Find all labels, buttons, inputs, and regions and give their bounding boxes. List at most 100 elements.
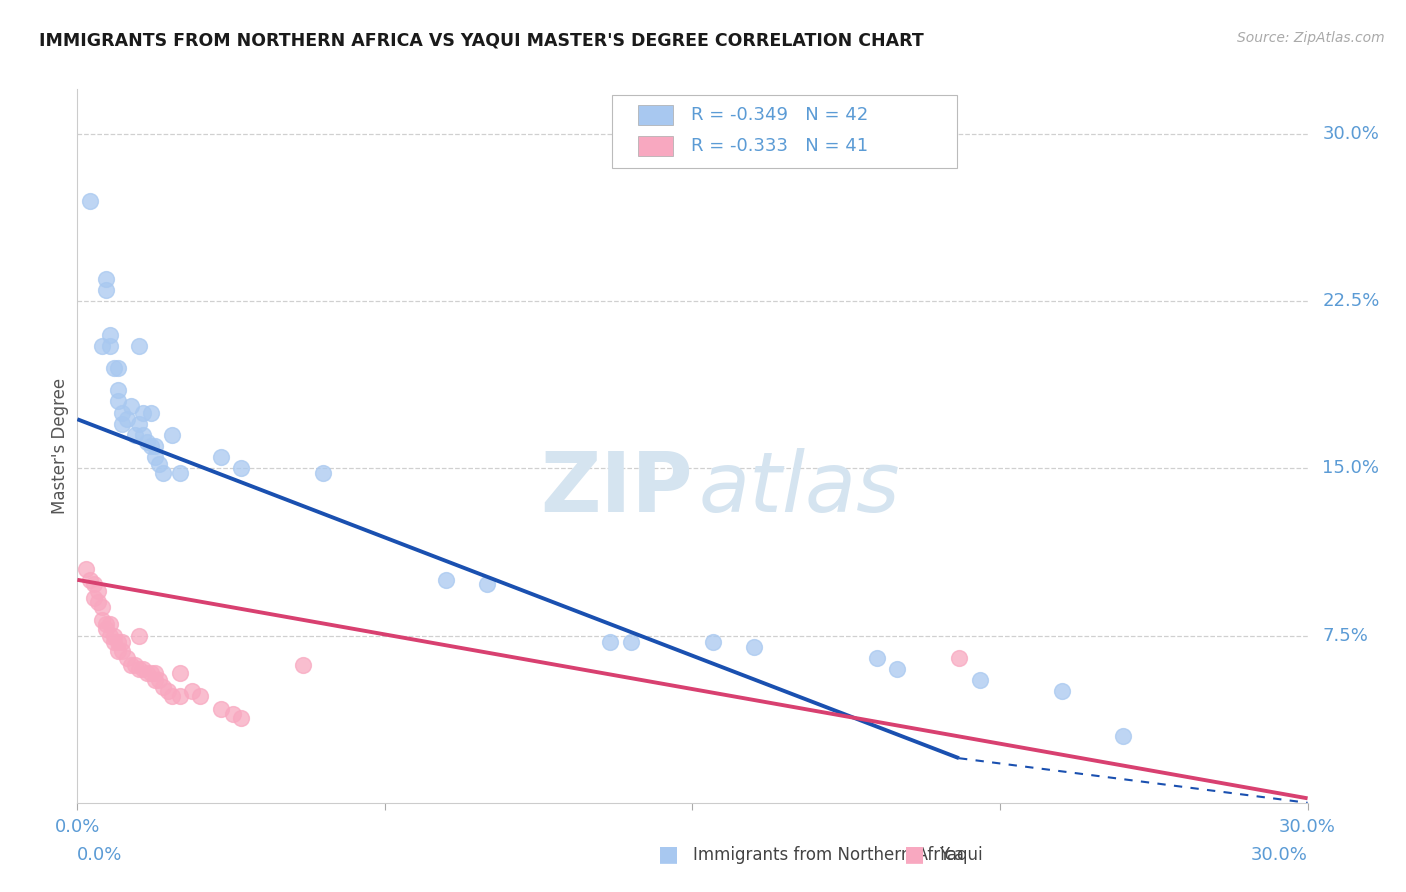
Text: 7.5%: 7.5% — [1323, 626, 1368, 645]
Point — [75, 562, 97, 576]
Point — [148, 673, 170, 687]
Point — [1050, 684, 1073, 698]
Point — [866, 651, 889, 665]
Point — [98, 628, 121, 642]
Point — [136, 666, 159, 681]
Point — [143, 450, 166, 465]
Point — [169, 666, 191, 681]
Point — [143, 673, 166, 687]
Point — [209, 702, 232, 716]
Point — [702, 635, 724, 649]
Text: Immigrants from Northern Africa: Immigrants from Northern Africa — [693, 846, 965, 863]
Point — [87, 583, 110, 598]
FancyBboxPatch shape — [638, 136, 673, 155]
Point — [141, 666, 163, 681]
Point — [83, 591, 105, 605]
Point — [128, 417, 150, 431]
Point — [111, 405, 134, 420]
Point — [209, 450, 232, 465]
Point — [160, 689, 183, 703]
Point — [181, 684, 204, 698]
Point — [98, 327, 121, 342]
Text: ■: ■ — [904, 845, 925, 864]
FancyBboxPatch shape — [638, 105, 673, 125]
Point — [79, 573, 101, 587]
Point — [90, 338, 114, 352]
Point — [98, 338, 121, 352]
Point — [222, 706, 245, 721]
Point — [107, 644, 129, 658]
Point — [115, 412, 138, 426]
Text: Yaqui: Yaqui — [939, 846, 983, 863]
Point — [107, 360, 129, 375]
Text: ZIP: ZIP — [540, 449, 693, 529]
Point — [79, 194, 101, 208]
Point — [886, 662, 908, 676]
FancyBboxPatch shape — [613, 95, 957, 168]
Point — [312, 466, 335, 480]
Point — [87, 595, 110, 609]
Point — [111, 644, 134, 658]
Point — [120, 399, 142, 413]
Point — [103, 360, 125, 375]
Point — [90, 599, 114, 614]
Point — [103, 628, 125, 642]
Point — [111, 635, 134, 649]
Point — [169, 689, 191, 703]
Text: IMMIGRANTS FROM NORTHERN AFRICA VS YAQUI MASTER'S DEGREE CORRELATION CHART: IMMIGRANTS FROM NORTHERN AFRICA VS YAQUI… — [39, 31, 924, 49]
Point — [152, 466, 174, 480]
Point — [94, 622, 117, 636]
Text: R = -0.333   N = 41: R = -0.333 N = 41 — [692, 136, 869, 154]
Point — [90, 613, 114, 627]
Point — [152, 680, 174, 694]
Point — [141, 405, 163, 420]
Point — [143, 666, 166, 681]
Text: atlas: atlas — [699, 449, 900, 529]
Point — [115, 651, 138, 665]
Point — [103, 635, 125, 649]
Point — [128, 338, 150, 352]
Point — [477, 577, 499, 591]
Point — [291, 657, 314, 672]
Point — [231, 711, 253, 725]
Point — [132, 662, 155, 676]
Point — [128, 628, 150, 642]
Point — [620, 635, 643, 649]
Point — [436, 573, 458, 587]
Point — [128, 662, 150, 676]
Text: 0.0%: 0.0% — [77, 846, 122, 863]
Point — [969, 673, 991, 687]
Point — [160, 427, 183, 442]
Text: R = -0.349   N = 42: R = -0.349 N = 42 — [692, 106, 869, 124]
Point — [143, 439, 166, 453]
Point — [169, 466, 191, 480]
Point — [156, 684, 179, 698]
Text: 30.0%: 30.0% — [1323, 125, 1379, 143]
Point — [1112, 729, 1135, 743]
Point — [107, 635, 129, 649]
Point — [111, 417, 134, 431]
Point — [107, 394, 129, 409]
Text: 30.0%: 30.0% — [1251, 846, 1308, 863]
Point — [124, 427, 146, 442]
Point — [231, 461, 253, 475]
Point — [148, 457, 170, 471]
Y-axis label: Master's Degree: Master's Degree — [51, 378, 69, 514]
Text: ■: ■ — [658, 845, 679, 864]
Point — [124, 657, 146, 672]
Point — [742, 640, 765, 654]
Point — [188, 689, 212, 703]
Point — [120, 657, 142, 672]
Point — [98, 617, 121, 632]
Point — [132, 405, 155, 420]
Point — [132, 427, 155, 442]
Point — [107, 384, 129, 398]
Point — [136, 434, 159, 449]
Text: Source: ZipAtlas.com: Source: ZipAtlas.com — [1237, 31, 1385, 45]
Point — [94, 283, 117, 297]
Text: 15.0%: 15.0% — [1323, 459, 1379, 477]
Text: 22.5%: 22.5% — [1323, 292, 1379, 310]
Point — [599, 635, 621, 649]
Point — [94, 617, 117, 632]
Point — [141, 439, 163, 453]
